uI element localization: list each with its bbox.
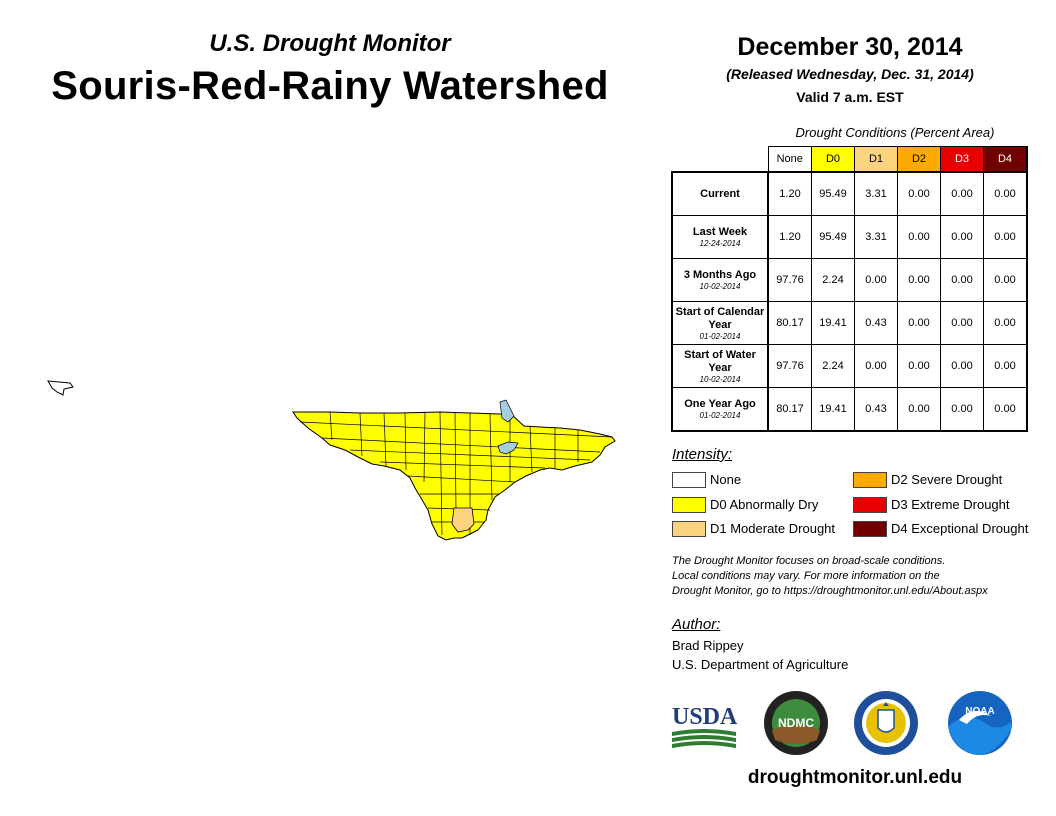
table-row: One Year Ago 01-02-2014 80.17 19.41 0.43 … [671, 387, 1028, 432]
map-title: Souris-Red-Rainy Watershed [51, 64, 609, 108]
ndmc-logo: NDMC [764, 691, 828, 755]
commerce-seal-logo [854, 691, 918, 755]
d1-area [451, 507, 475, 533]
row-label: Start of Calendar Year 01-02-2014 [671, 301, 769, 345]
cell-d1: 0.00 [854, 344, 898, 388]
author-heading: Author: [672, 616, 721, 633]
cell-d1: 3.31 [854, 215, 898, 259]
legend-swatch [672, 521, 706, 537]
outlying-area-outline [47, 380, 74, 396]
legend-label: None [710, 472, 742, 487]
map-date: December 30, 2014 [737, 33, 963, 61]
noaa-logo-text: NOAA [965, 706, 994, 717]
table-corner [672, 146, 768, 173]
d0-area [292, 411, 616, 541]
row-label: Last Week 12-24-2014 [671, 215, 769, 259]
col-d1: D1 [854, 146, 898, 173]
red-lake [497, 441, 519, 455]
table-row: Start of Calendar Year 01-02-2014 80.17 1… [671, 301, 1028, 345]
cell-d4: 0.00 [983, 301, 1028, 345]
note-line: Local conditions may vary. For more info… [672, 570, 940, 582]
watershed-map [47, 380, 616, 541]
ndmc-logo-text: NDMC [778, 716, 814, 730]
cell-none: 80.17 [767, 301, 812, 345]
col-d0: D0 [811, 146, 855, 173]
legend-heading: Intensity: [672, 446, 733, 463]
cell-d2: 0.00 [897, 387, 941, 432]
legend-label: D4 Exceptional Drought [891, 521, 1029, 536]
valid-time: Valid 7 a.m. EST [796, 89, 904, 105]
col-none: None [767, 146, 812, 173]
cell-d0: 2.24 [811, 344, 855, 388]
cell-d4: 0.00 [983, 387, 1028, 432]
cell-d4: 0.00 [983, 215, 1028, 259]
cell-none: 97.76 [767, 344, 812, 388]
cell-d2: 0.00 [897, 301, 941, 345]
row-label: One Year Ago 01-02-2014 [671, 387, 769, 432]
cell-none: 80.17 [767, 387, 812, 432]
author-org: U.S. Department of Agriculture [672, 657, 849, 672]
cell-d0: 19.41 [811, 387, 855, 432]
cell-d4: 0.00 [983, 258, 1028, 302]
legend-swatch [672, 497, 706, 513]
legend-label: D1 Moderate Drought [710, 521, 836, 536]
legend-label: D0 Abnormally Dry [710, 497, 819, 512]
table-row: Last Week 12-24-2014 1.20 95.49 3.31 0.00… [671, 215, 1028, 259]
cell-d3: 0.00 [940, 258, 984, 302]
cell-d3: 0.00 [940, 387, 984, 432]
legend-swatch [853, 472, 887, 488]
table-row: 3 Months Ago 10-02-2014 97.76 2.24 0.00 0… [671, 258, 1028, 302]
lake-of-the-woods [499, 399, 515, 423]
usda-logo-text: USDA [672, 704, 738, 730]
row-label: 3 Months Ago 10-02-2014 [671, 258, 769, 302]
map-subtitle: U.S. Drought Monitor [209, 30, 451, 57]
cell-d2: 0.00 [897, 258, 941, 302]
row-label: Start of Water Year 10-02-2014 [671, 344, 769, 388]
footer-url[interactable]: droughtmonitor.unl.edu [747, 767, 963, 788]
cell-d2: 0.00 [897, 215, 941, 259]
drought-conditions-table: None D0 D1 D2 D3 D4 Current 1.20 95.49 3… [671, 146, 1028, 432]
author-name: Brad Rippey [672, 638, 744, 653]
disclaimer-note: The Drought Monitor focuses on broad-sca… [672, 554, 1052, 599]
row-label: Current [671, 171, 769, 216]
cell-d0: 95.49 [811, 171, 855, 216]
cell-d4: 0.00 [983, 344, 1028, 388]
noaa-logo: NOAA [948, 691, 1012, 755]
cell-d1: 0.43 [854, 301, 898, 345]
cell-d0: 95.49 [811, 215, 855, 259]
table-row: Current 1.20 95.49 3.31 0.00 0.00 0.00 [671, 171, 1028, 216]
cell-none: 1.20 [767, 215, 812, 259]
note-line: Drought Monitor, go to https://droughtmo… [672, 585, 988, 597]
legend-label: D2 Severe Drought [891, 472, 1003, 487]
legend-label: D3 Extreme Drought [891, 497, 1010, 512]
legend-swatch [853, 497, 887, 513]
table-row: Start of Water Year 10-02-2014 97.76 2.24… [671, 344, 1028, 388]
cell-d0: 19.41 [811, 301, 855, 345]
col-d4: D4 [983, 146, 1028, 173]
note-line: The Drought Monitor focuses on broad-sca… [672, 555, 946, 567]
cell-none: 97.76 [767, 258, 812, 302]
table-caption: Drought Conditions (Percent Area) [795, 125, 995, 140]
release-date: (Released Wednesday, Dec. 31, 2014) [726, 66, 974, 82]
usda-logo: USDA [672, 704, 738, 748]
cell-d3: 0.00 [940, 171, 984, 216]
table-header-row: None D0 D1 D2 D3 D4 [672, 146, 1028, 173]
col-d3: D3 [940, 146, 984, 173]
cell-d3: 0.00 [940, 301, 984, 345]
cell-d1: 0.00 [854, 258, 898, 302]
cell-d3: 0.00 [940, 344, 984, 388]
cell-d4: 0.00 [983, 171, 1028, 216]
col-d2: D2 [897, 146, 941, 173]
legend-swatch [853, 521, 887, 537]
cell-d1: 0.43 [854, 387, 898, 432]
cell-d0: 2.24 [811, 258, 855, 302]
cell-d2: 0.00 [897, 171, 941, 216]
cell-d2: 0.00 [897, 344, 941, 388]
legend-swatch [672, 472, 706, 488]
cell-d1: 3.31 [854, 171, 898, 216]
cell-none: 1.20 [767, 171, 812, 216]
cell-d3: 0.00 [940, 215, 984, 259]
